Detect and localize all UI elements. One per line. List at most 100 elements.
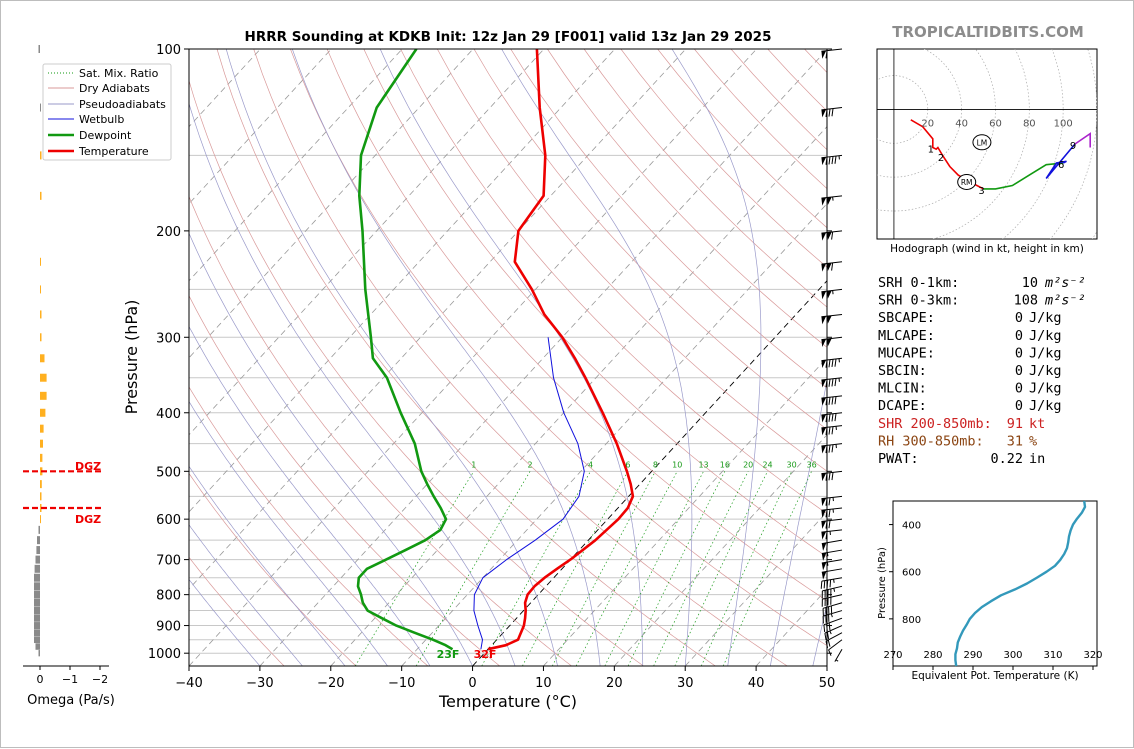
stat-row: RH 300-850mb:31% [878,433,1037,449]
storm-motion-lm-label: LM [977,138,988,147]
barb-flag [821,291,826,299]
theta-e-frame [893,501,1097,666]
dgz-label-bottom: DGZ [75,513,101,526]
y-tick-label: 500 [156,465,181,480]
barb-full [821,581,822,589]
mixing-ratio-label: 2 [528,460,533,469]
barb-flag [827,197,832,205]
barb-staff [822,578,842,581]
pseudo-adiabat [292,49,600,666]
barb-flag [821,510,826,518]
omega-axis-label: Omega (Pa/s) [27,693,115,708]
omega-bar [40,515,41,523]
barb-full [829,520,830,528]
x-axis-label: Temperature (°C) [438,692,577,711]
omega-bar [35,565,40,573]
y-tick-label: 1000 [148,647,181,662]
barb-flag [821,109,826,117]
mixing-ratio-label: 24 [762,460,772,469]
barb-full [835,396,836,404]
wind-barb [821,471,842,481]
y-tick-label: 400 [156,407,181,422]
barb-full [827,580,828,588]
wind-barb [821,314,842,324]
stat-value: 0 [1015,363,1023,379]
stat-value: 0.22 [990,451,1023,467]
profile-wetbulb [474,337,584,649]
omega-bar [36,556,41,564]
barb-full [825,633,826,640]
storm-motion-rm-label: RM [961,178,973,187]
theta-e-x-tick-label: 280 [923,650,942,661]
barb-full [829,473,830,481]
skewt-frame [189,49,827,666]
pseudo-adiabat [133,49,472,666]
barb-staff [821,426,842,428]
omega-bar [40,333,42,341]
x-tick-label: −20 [317,676,344,691]
barb-staff [835,649,842,661]
omega-bar [40,258,41,266]
barb-staff [822,586,842,591]
barb-flag [821,51,826,59]
y-tick-label: 600 [156,513,181,528]
hodograph-ring-label: 100 [1054,118,1073,129]
stat-label: RH 300-850mb: [878,433,984,449]
stat-value: 31 [1007,433,1023,449]
barb-full [829,379,830,387]
x-tick-label: 20 [606,676,623,691]
legend-entry-pseudo: Pseudoadiabats [79,98,166,111]
omega-bar [36,643,41,649]
mixing-ratio-line [416,471,530,666]
stat-unit: m²s⁻² [1044,275,1086,291]
wind-barb [822,540,842,551]
barb-flag [821,198,826,206]
stat-label: MUCAPE: [878,345,935,361]
y-tick-label: 200 [156,225,181,240]
legend-entry-dry: Dry Adiabats [79,82,150,95]
dry-adiabat [327,49,931,666]
barb-full [828,640,830,647]
omega-bar [40,151,42,159]
barb-flag [827,263,832,271]
barb-half [827,553,828,557]
surface-temp-label: 32F [474,648,497,661]
omega-bar [40,425,44,433]
omega-bar [40,454,42,462]
barb-flag [821,521,826,529]
barb-full [835,156,836,164]
omega-bar [40,440,43,448]
barb-full [827,543,828,551]
wind-barb [821,496,842,506]
theta-e-xlabel: Equivalent Pot. Temperature (K) [911,670,1078,682]
mixing-ratio-label: 6 [625,460,630,469]
barb-full [824,581,825,589]
hodograph-height-label: 3 [978,186,984,197]
omega-bar [39,526,41,534]
barb-full [830,580,831,588]
mixing-ratio-line [576,471,677,666]
hodograph-ring-label: 80 [1023,118,1036,129]
barb-full [829,623,830,630]
omega-bar [40,409,45,417]
mixing-ratio-line [522,471,628,666]
wind-barb [821,396,842,406]
stat-unit: J/kg [1029,328,1062,344]
barb-full [832,156,833,164]
omega-bar [37,536,40,544]
wind-barb [821,426,842,436]
skewt-axes: 1002003004005006007008009001000−40−30−20… [148,43,835,691]
barb-full [829,509,830,517]
theta-e-x-tick-label: 300 [1003,650,1022,661]
wind-barb [821,49,842,59]
wind-barbs [821,49,842,662]
theta-e-x-tick-label: 320 [1083,650,1102,661]
omega-bar [34,599,40,607]
barb-half [836,660,838,661]
